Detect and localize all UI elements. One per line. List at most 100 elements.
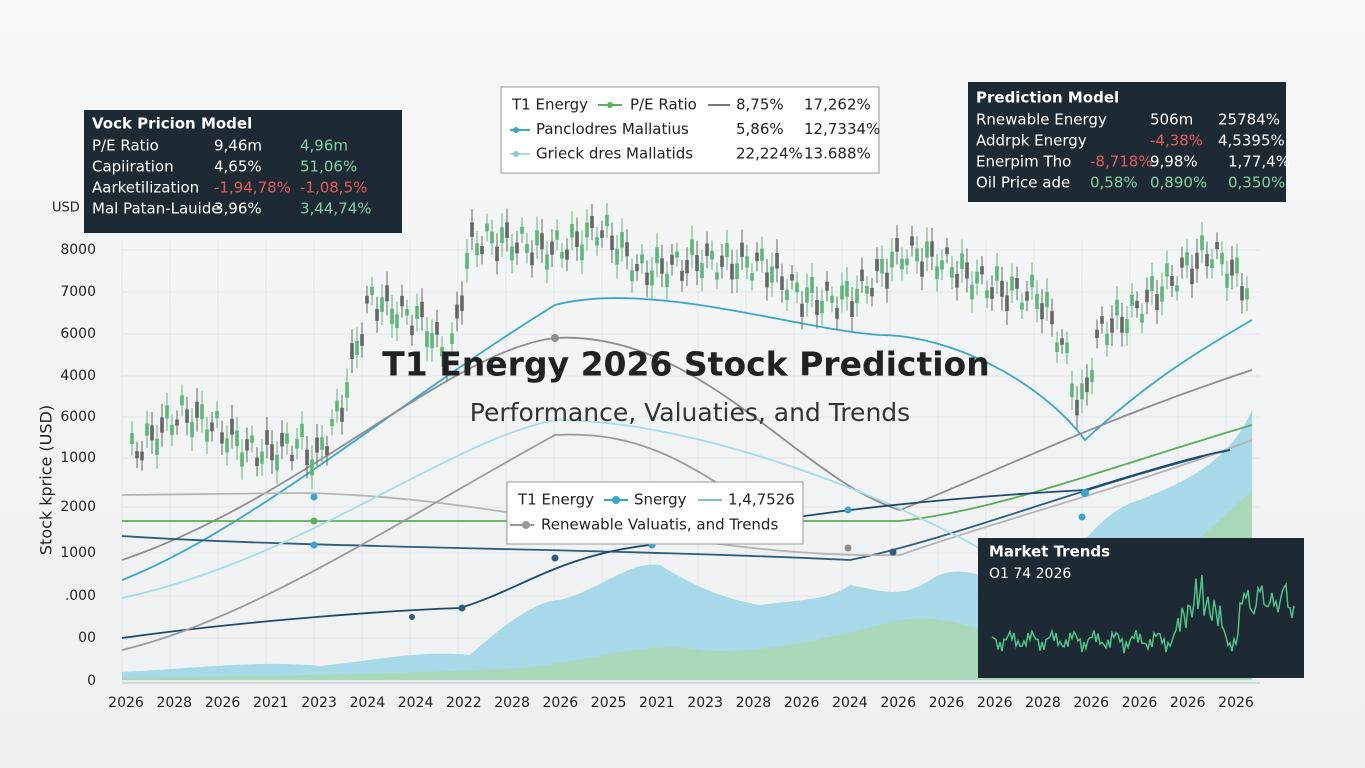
candle-body (1040, 303, 1044, 320)
candle-body (130, 433, 134, 445)
candle-body (905, 258, 909, 266)
candle-body (1030, 274, 1034, 288)
row-value: 1,77,4% (1228, 153, 1290, 171)
legend-swatch (607, 102, 613, 108)
candle-body (290, 454, 294, 462)
candle-body (180, 395, 184, 406)
candle-body (230, 418, 234, 435)
x-tick-label: 2026 (205, 695, 241, 711)
candle-body (975, 271, 979, 284)
candle-body (305, 449, 309, 466)
legend-swatch (513, 151, 519, 157)
candle-body (205, 429, 209, 442)
legend-text: 22,224% (736, 145, 803, 163)
candle-body (355, 340, 359, 356)
candle-body (775, 253, 779, 269)
candle-body (995, 266, 999, 281)
candle-body (500, 227, 504, 244)
dot (310, 493, 318, 501)
legend-text: Grieck dres Mallatids (536, 145, 693, 163)
panel-rows: Rnewable Energy 506m 25784% Addrpk Energy -4… (976, 111, 1290, 192)
candle-body (790, 274, 794, 281)
x-tick-label: 2028 (494, 695, 530, 711)
candle-body (950, 267, 954, 278)
candle-body (1050, 311, 1054, 325)
line (121, 433, 801, 651)
candle-body (145, 423, 149, 436)
y-tick-label: 7000 (60, 284, 96, 300)
candle-body (705, 243, 709, 256)
candle-body (915, 248, 919, 262)
legend-swatch (522, 521, 530, 529)
row-value: 9,46m (214, 137, 262, 155)
candle-body (745, 256, 749, 268)
candle-body (810, 277, 814, 294)
candle-body (595, 237, 599, 246)
candle-body (275, 454, 279, 471)
legend-text: 1,4,7526 (728, 491, 795, 509)
y-tick-label: 00 (78, 630, 96, 646)
candle-body (620, 232, 624, 248)
candle-body (840, 285, 844, 300)
candle-body (225, 438, 229, 453)
candle-body (985, 290, 989, 299)
candle-body (720, 255, 724, 267)
legend-box (500, 86, 880, 174)
candle-body (425, 331, 429, 348)
row-label: Capiiration (92, 158, 174, 176)
candle-body (860, 269, 864, 282)
legend-text: Renewable Valuatis, and Trends (541, 516, 778, 534)
candle-body (895, 238, 899, 252)
candle-body (1105, 333, 1109, 346)
candle-body (1010, 276, 1014, 291)
row-value: -8,718% (1090, 153, 1153, 171)
y-axis-label: Stock kprice (USD) (37, 405, 56, 555)
dot (1081, 489, 1089, 497)
candle-body (1150, 276, 1154, 292)
candle-body (1140, 313, 1144, 323)
candle-body (885, 272, 889, 289)
candle-body (635, 264, 639, 272)
candle-body (825, 281, 829, 291)
candle-body (450, 333, 454, 344)
legend-swatch (513, 127, 519, 133)
candle-body (585, 222, 589, 238)
candle-body (285, 433, 289, 444)
candle-body (365, 295, 369, 304)
x-tick-label: 2024 (398, 695, 434, 711)
candle-body (645, 272, 649, 285)
candle-body (460, 295, 464, 312)
legend: T1 Energy Snergy 1,4,7526 Renewable Valuati… (510, 491, 795, 534)
candle-body (940, 260, 944, 270)
panel-title: Market Trends (989, 543, 1110, 561)
candle-body (1035, 293, 1039, 309)
candle-body (495, 246, 499, 262)
areas (122, 410, 1252, 680)
candle-body (1240, 286, 1244, 301)
candle-body (820, 300, 824, 314)
candle-body (930, 241, 934, 257)
candle-body (475, 243, 479, 256)
candle-body (1170, 276, 1174, 286)
y-tick-label: 6000 (60, 409, 96, 425)
legend-text: Panclodres Mallatius (536, 120, 689, 138)
candle-body (140, 451, 144, 461)
candle-body (1020, 302, 1024, 310)
candle-body (1055, 342, 1059, 353)
candle-body (1005, 295, 1009, 312)
candle-body (1135, 300, 1139, 309)
panel-title: Vock Pricion Model (92, 115, 252, 133)
x-tick-label: 2028 (1025, 695, 1061, 711)
candle-body (310, 459, 314, 476)
row-value: -4,38% (1150, 132, 1203, 150)
candle-body (1130, 294, 1134, 306)
candle-body (1115, 299, 1119, 316)
candle-body (380, 297, 384, 312)
panel-title: Prediction Model (976, 89, 1119, 107)
candle-body (245, 439, 249, 451)
candle-body (805, 287, 809, 303)
line (121, 297, 1253, 581)
candle-body (625, 242, 629, 257)
candle-body (600, 230, 604, 238)
